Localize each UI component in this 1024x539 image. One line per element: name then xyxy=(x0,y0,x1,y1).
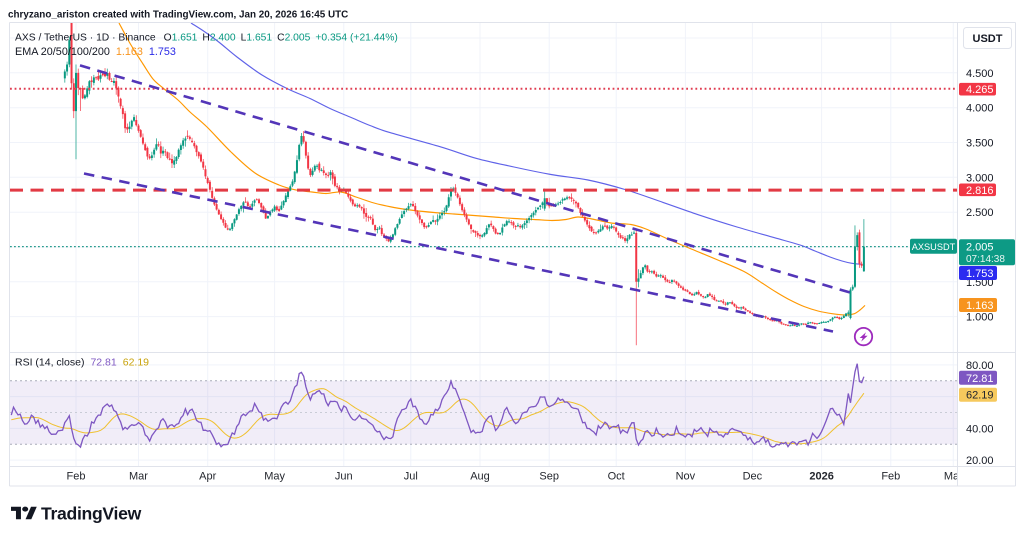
svg-text:Nov: Nov xyxy=(676,471,696,483)
svg-text:2026: 2026 xyxy=(809,471,833,483)
svg-text:2.500: 2.500 xyxy=(966,207,994,219)
svg-text:Jul: Jul xyxy=(404,471,418,483)
svg-text:4.265: 4.265 xyxy=(966,84,994,96)
svg-text:2.816: 2.816 xyxy=(966,185,994,197)
svg-text:Jun: Jun xyxy=(335,471,353,483)
svg-text:AXSUSDT: AXSUSDT xyxy=(912,242,956,252)
svg-text:3.500: 3.500 xyxy=(966,138,994,150)
svg-text:07:14:38: 07:14:38 xyxy=(966,254,1005,265)
svg-text:TradingView: TradingView xyxy=(41,504,142,524)
svg-text:Mar: Mar xyxy=(944,471,963,483)
svg-text:72.81: 72.81 xyxy=(966,373,994,385)
svg-text:Mar: Mar xyxy=(129,471,148,483)
svg-text:Feb: Feb xyxy=(881,471,900,483)
svg-text:May: May xyxy=(264,471,285,483)
svg-text:USDT: USDT xyxy=(973,33,1003,45)
svg-text:4.500: 4.500 xyxy=(966,68,994,80)
svg-text:2.005: 2.005 xyxy=(966,242,994,254)
svg-text:4.000: 4.000 xyxy=(966,103,994,115)
svg-text:40.00: 40.00 xyxy=(966,423,994,435)
svg-text:Feb: Feb xyxy=(67,471,86,483)
svg-text:Aug: Aug xyxy=(470,471,490,483)
svg-text:1.000: 1.000 xyxy=(966,312,994,324)
svg-text:Apr: Apr xyxy=(199,471,216,483)
svg-text:chryzano_ariston created with: chryzano_ariston created with TradingVie… xyxy=(8,10,348,21)
svg-text:Dec: Dec xyxy=(743,471,763,483)
svg-text:20.00: 20.00 xyxy=(966,455,994,467)
svg-text:3.000: 3.000 xyxy=(966,172,994,184)
svg-text:Oct: Oct xyxy=(608,471,625,483)
svg-text:Sep: Sep xyxy=(539,471,559,483)
svg-text:1.163: 1.163 xyxy=(966,300,994,312)
svg-text:80.00: 80.00 xyxy=(966,360,994,372)
svg-text:62.19: 62.19 xyxy=(966,390,994,402)
svg-text:1.753: 1.753 xyxy=(966,268,994,280)
